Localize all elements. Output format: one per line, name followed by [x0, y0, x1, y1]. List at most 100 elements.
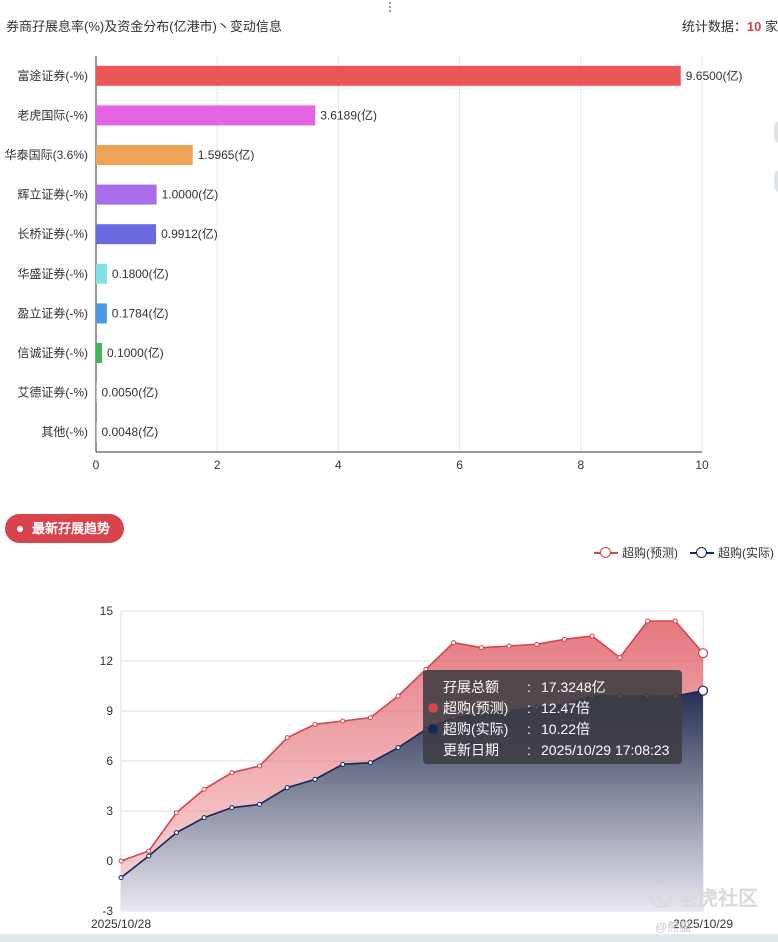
data-point [617, 655, 623, 661]
bar-data-label: 1.0000(亿) [162, 187, 219, 202]
category-label: 华盛证券(-%) [17, 266, 88, 281]
x-tick-label: 2 [214, 458, 221, 472]
bar [96, 105, 316, 126]
bar-data-label: 0.1800(亿) [112, 266, 169, 281]
stat-value: 10 [746, 19, 762, 34]
trend-section-tab[interactable]: 最新孖展趋势 [5, 514, 125, 543]
bar-data-label: 1.5965(亿) [198, 147, 255, 162]
data-point [284, 735, 290, 741]
bar-data-label: 9.6500(亿) [686, 68, 743, 83]
series-dot-icon [428, 723, 438, 734]
bar-data-label: 0.9912(亿) [161, 226, 218, 241]
data-point [367, 715, 373, 721]
bottom-strip [0, 934, 778, 942]
data-point [118, 858, 124, 864]
x-tick-label: 2025/10/28 [91, 917, 151, 931]
tooltip-key: 超购(预测) [443, 699, 509, 716]
y-tick-label: 6 [106, 754, 113, 768]
bar-data-label: 3.6189(亿) [320, 107, 377, 122]
x-tick-label: 4 [335, 458, 342, 472]
bar [96, 382, 97, 403]
data-point [506, 643, 512, 649]
data-point [312, 776, 318, 782]
data-point [201, 786, 207, 792]
category-label: 富途证券(-%) [17, 68, 88, 83]
tooltip-key: 孖展总额 [443, 678, 499, 695]
y-tick-label: 0 [106, 854, 113, 868]
stat-label: 统计数据： [681, 19, 747, 34]
bar [96, 422, 97, 443]
data-point [201, 815, 207, 821]
data-point [478, 645, 484, 651]
x-tick-label: 2025/10/29 [673, 917, 733, 931]
data-point [395, 693, 401, 699]
side-scroll-handle[interactable] [774, 121, 778, 143]
y-tick-label: 3 [106, 804, 113, 818]
bar [96, 184, 157, 205]
tooltip-value: 2025/10/29 17:08:23 [541, 741, 670, 758]
bar [96, 263, 107, 284]
broker-distribution-chart: 0 2 4 6 8 10 富途证券(-%) 9.6500(亿) 老虎国际(-%) 3.6189(亿… [5, 56, 743, 472]
data-point [672, 618, 678, 624]
data-point [534, 641, 540, 647]
y-tick-label: 15 [100, 604, 114, 618]
legend-marker-icon [690, 546, 714, 559]
series-dot-icon [428, 702, 438, 713]
data-point [451, 640, 457, 646]
tooltip-value: 12.47倍 [541, 699, 591, 716]
watermark-brand: 老虎社区 [678, 888, 758, 910]
data-point [395, 745, 401, 751]
tooltip-row: 超购(实际) : 10.22倍 [423, 718, 682, 739]
legend-marker-icon [594, 546, 618, 559]
legend-item-forecast[interactable]: 超购(预测) [594, 544, 678, 561]
tooltip-value: 17.3248亿 [541, 678, 606, 695]
data-point [284, 785, 290, 791]
side-scroll-handle[interactable] [774, 170, 778, 192]
top-header: 券商孖展息率(%)及资金分布(亿港市)丶变动信息 统计数据：10 家 [0, 0, 778, 46]
category-label: 其他(-%) [41, 425, 88, 439]
chart-tooltip: 孖展总额 : 17.3248亿 超购(预测) : 12.47倍 超购(实际) :… [423, 670, 682, 764]
trend-section-label: 最新孖展趋势 [32, 521, 111, 536]
bar-data-label: 0.0050(亿) [102, 385, 159, 400]
bar [96, 65, 681, 86]
category-label: 信诚证券(-%) [17, 345, 88, 360]
tooltip-key: 超购(实际) [443, 720, 509, 737]
data-point [257, 801, 263, 807]
data-point [561, 636, 567, 642]
category-label: 辉立证券(-%) [17, 187, 88, 202]
tooltip-row: 超购(预测) : 12.47倍 [423, 697, 682, 718]
data-point [118, 875, 124, 881]
page-title: 券商孖展息率(%)及资金分布(亿港市)丶变动信息 [6, 19, 282, 34]
category-label: 长桥证券(-%) [17, 226, 88, 241]
data-point [367, 760, 373, 766]
category-label: 艾德证券(-%) [17, 385, 88, 400]
drag-handle[interactable] [388, 0, 392, 16]
data-point [645, 618, 651, 624]
data-point [312, 721, 318, 727]
x-tick-label: 0 [93, 458, 100, 472]
legend-label-forecast: 超购(预测) [622, 546, 678, 560]
x-tick-label: 8 [577, 458, 584, 472]
series-line [120, 620, 704, 862]
dot-icon [17, 525, 23, 532]
bar [96, 145, 193, 165]
legend-item-actual[interactable]: 超购(实际) [690, 544, 774, 561]
bar [96, 224, 157, 245]
bar [96, 303, 107, 324]
data-point [229, 770, 235, 776]
bar-data-label: 0.1000(亿) [107, 345, 164, 360]
bar-data-label: 0.1784(亿) [112, 305, 169, 320]
tooltip-value: 10.22倍 [541, 720, 591, 737]
tooltip-key: 更新日期 [443, 741, 499, 758]
category-label: 盈立证券(-%) [17, 305, 88, 320]
y-tick-label: -3 [102, 904, 113, 918]
data-point [340, 761, 346, 767]
x-tick-label: 6 [456, 458, 463, 472]
data-point [173, 810, 179, 816]
legend-label-actual: 超购(实际) [718, 546, 774, 560]
data-point [697, 648, 709, 659]
watermark: 老虎社区 [650, 882, 758, 911]
y-tick-label: 9 [106, 704, 113, 718]
category-label: 老虎国际(-%) [17, 108, 88, 122]
bar [96, 343, 103, 363]
